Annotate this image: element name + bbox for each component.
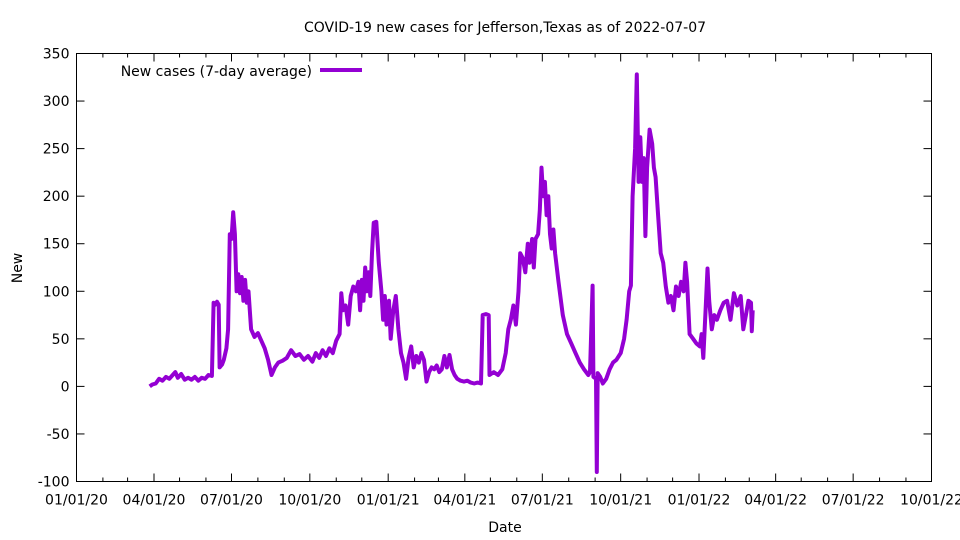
y-tick-label: 150 [43,237,70,253]
x-axis: 01/01/20 04/01/20 07/01/20 10/01/20 01/01/21… [45,53,960,509]
y-tick-label: 50 [52,332,70,348]
legend-label: New cases (7-day average) [121,64,312,80]
y-axis: -100 -50 0 50 100 150 200 250 300 350 [38,47,932,491]
x-tick-label: 07/01/21 [511,493,574,509]
x-tick-label: 01/01/20 [45,493,108,509]
y-tick-label: -100 [38,475,70,491]
legend: New cases (7-day average) [121,64,362,80]
x-tick-label: 10/01/22 [900,493,960,509]
y-tick-label: 300 [43,94,70,110]
x-tick-label: 07/01/22 [822,493,885,509]
x-tick-label: 01/01/22 [668,493,731,509]
x-tick-label: 04/01/22 [744,493,807,509]
x-tick-label: 10/01/20 [278,493,341,509]
chart-title: COVID-19 new cases for Jefferson,Texas a… [304,20,706,36]
y-tick-label: 200 [43,189,70,205]
x-tick-label: 10/01/21 [589,493,652,509]
y-tick-label: 250 [43,142,70,158]
plot-frame [76,53,932,482]
x-tick-label: 07/01/20 [200,493,263,509]
y-tick-label: 100 [43,284,70,300]
x-tick-label: 04/01/21 [433,493,496,509]
y-tick-label: -50 [47,427,70,443]
x-axis-label: Date [488,520,521,536]
x-tick-label: 01/01/21 [357,493,420,509]
x-tick-label: 04/01/20 [123,493,186,509]
series-layer [148,72,755,474]
y-axis-label: New [10,253,26,284]
y-tick-label: 0 [61,379,70,395]
y-tick-label: 350 [43,47,70,63]
series-line-0 [148,72,755,474]
